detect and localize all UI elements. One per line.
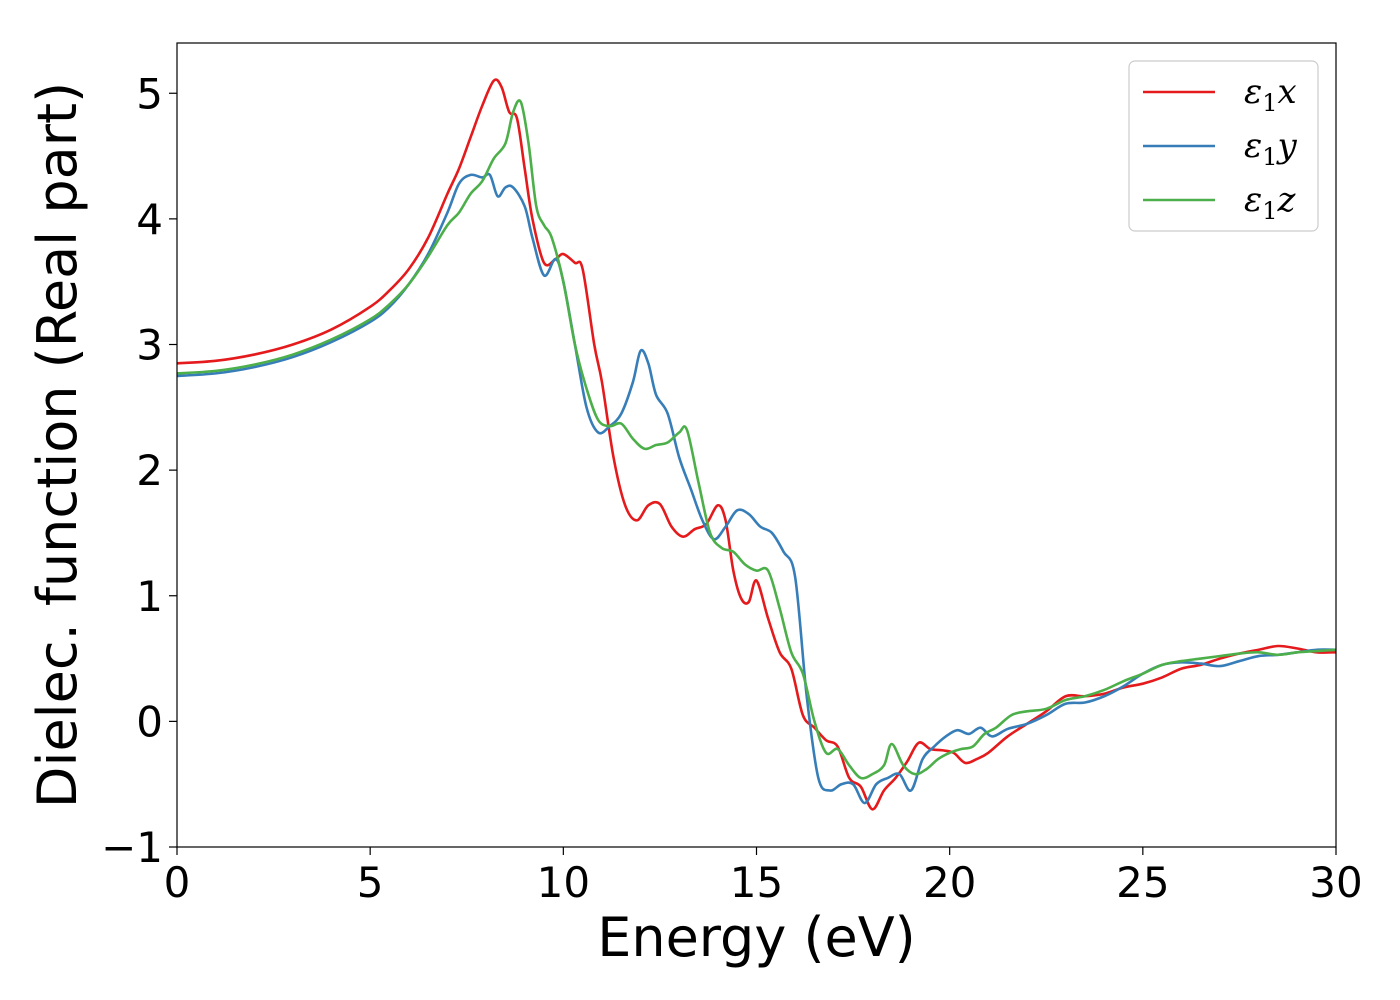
y-tick-label: 4 bbox=[136, 195, 163, 244]
x-tick-label: 10 bbox=[537, 858, 590, 907]
y-axis-title: Dielec. function (Real part) bbox=[26, 82, 89, 808]
x-tick-label: 15 bbox=[730, 858, 783, 907]
legend-frame bbox=[1128, 60, 1319, 232]
legend-label-z: ε1z bbox=[1244, 180, 1297, 225]
x-tick-label: 25 bbox=[1116, 858, 1169, 907]
series-line-z bbox=[176, 99, 1337, 780]
x-tick-label: 5 bbox=[357, 858, 384, 907]
series-line-y bbox=[176, 172, 1337, 805]
legend-label-y: ε1y bbox=[1244, 126, 1298, 171]
plot-frame bbox=[176, 42, 1337, 848]
y-tick-label: 5 bbox=[136, 69, 163, 118]
legend: ε1x ε1y ε1z bbox=[1128, 60, 1319, 232]
y-tick-label: 1 bbox=[136, 572, 163, 621]
x-axis-ticks: 0 5 10 15 20 25 30 bbox=[164, 847, 1363, 907]
legend-label-x: ε1x bbox=[1244, 72, 1297, 117]
x-tick-label: 20 bbox=[923, 858, 976, 907]
y-axis-ticks: −1 0 1 2 3 4 5 bbox=[101, 69, 177, 872]
x-tick-label: 30 bbox=[1309, 858, 1362, 907]
x-tick-label: 0 bbox=[164, 858, 191, 907]
y-tick-label: 3 bbox=[136, 321, 163, 370]
y-tick-label: −1 bbox=[101, 823, 163, 872]
x-axis-title: Energy (eV) bbox=[597, 906, 916, 969]
series-lines bbox=[176, 78, 1337, 811]
y-tick-label: 2 bbox=[136, 446, 163, 495]
y-tick-label: 0 bbox=[136, 697, 163, 746]
